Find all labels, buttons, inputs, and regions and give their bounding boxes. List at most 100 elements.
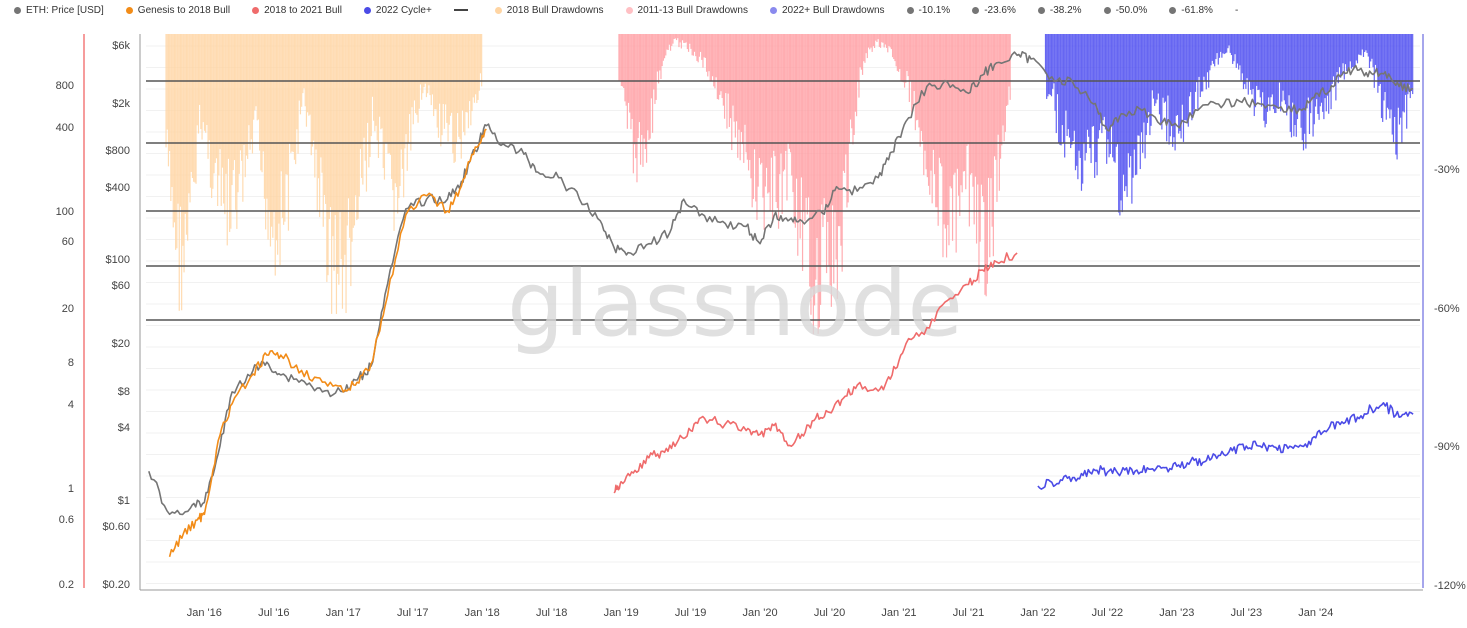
y-right-tick: -120% (1434, 580, 1466, 592)
drawdown-bar (1262, 34, 1264, 93)
drawdown-bar (1326, 34, 1329, 96)
drawdown-bar (831, 34, 834, 206)
drawdown-bar (472, 34, 474, 98)
legend-item[interactable]: ETH: Price [USD] (14, 5, 104, 16)
drawdown-bar (698, 34, 700, 57)
legend-item[interactable]: 2011-13 Bull Drawdowns (625, 5, 748, 16)
drawdown-bar (1194, 34, 1197, 92)
drawdown-bar (1092, 34, 1095, 127)
drawdown-bar (1056, 34, 1059, 95)
legend-item[interactable]: - (1235, 5, 1238, 16)
drawdown-bar (953, 34, 955, 175)
drawdown-bar (773, 34, 775, 151)
legend-item[interactable]: 2022 Cycle+ (363, 5, 432, 16)
drawdown-bar (442, 34, 444, 105)
drawdown-bar (1266, 34, 1269, 112)
drawdown-bar (763, 34, 765, 230)
drawdown-bar (416, 34, 418, 115)
drawdown-bar (1392, 34, 1395, 143)
drawdown-bar (236, 34, 238, 229)
drawdown-bar (303, 34, 305, 89)
legend-item[interactable]: -50.0% (1103, 5, 1147, 16)
drawdown-bar (1190, 34, 1192, 93)
drawdown-bar (473, 34, 476, 103)
drawdown-bar (1163, 34, 1165, 103)
drawdown-bar (1072, 34, 1074, 142)
drawdown-bar (1353, 34, 1355, 70)
drawdown-bar (1046, 34, 1048, 99)
drawdown-bar (1050, 34, 1053, 97)
drawdown-bar (683, 34, 685, 43)
drawdown-bar (1047, 34, 1049, 97)
drawdown-bar (673, 34, 675, 39)
drawdown-bar (1362, 34, 1365, 57)
drawdown-bar (1076, 34, 1078, 166)
drawdown-bar (446, 34, 448, 123)
drawdown-bar (846, 34, 848, 208)
drawdown-bar (1329, 34, 1331, 89)
drawdown-bar (1179, 34, 1181, 131)
drawdown-bar (775, 34, 777, 203)
legend-item[interactable]: 2022+ Bull Drawdowns (769, 4, 885, 16)
drawdown-bar (740, 34, 742, 132)
drawdown-bar (822, 34, 824, 228)
drawdown-bar (805, 34, 807, 198)
legend-item[interactable]: Genesis to 2018 Bull (125, 5, 230, 16)
drawdown-bar (1176, 34, 1179, 116)
drawdown-bar (206, 34, 208, 125)
legend-item[interactable]: 2018 Bull Drawdowns (494, 5, 604, 16)
drawdown-bar (660, 34, 662, 80)
drawdown-bar (388, 34, 390, 154)
drawdown-bar (948, 34, 950, 246)
drawdown-bar (1228, 34, 1230, 46)
drawdown-bar (1196, 34, 1198, 83)
drawdown-bar (478, 34, 480, 91)
drawdown-bar (1294, 34, 1296, 125)
legend-label: 2022+ Bull Drawdowns (781, 4, 885, 16)
drawdown-bar (214, 34, 216, 163)
drawdown-bar (292, 34, 294, 152)
x-tick: Jul '17 (397, 607, 428, 619)
drawdown-bar (702, 34, 704, 68)
drawdown-bar (452, 34, 454, 154)
drawdown-bar (184, 34, 186, 214)
drawdown-bar (368, 34, 370, 168)
drawdown-bar (344, 34, 346, 255)
drawdown-bar (466, 34, 468, 113)
drawdown-bar (747, 34, 750, 171)
drawdown-bar (1084, 34, 1086, 161)
drawdown-bar (1371, 34, 1373, 59)
drawdown-bar (710, 34, 712, 82)
drawdown-bar (1269, 34, 1271, 111)
drawdown-bar (1283, 34, 1285, 101)
drawdown-bar (779, 34, 781, 175)
drawdown-bar (193, 34, 195, 182)
drawdown-bar (1154, 34, 1156, 106)
drawdown-bar (859, 34, 861, 68)
drawdown-bar (804, 34, 806, 222)
legend-item[interactable]: -38.2% (1037, 5, 1082, 16)
legend-item[interactable]: -10.1% (906, 5, 950, 16)
drawdown-bar (708, 34, 710, 72)
legend-item[interactable]: -23.6% (972, 5, 1016, 16)
drawdown-bar (1097, 34, 1099, 139)
drawdown-bar (273, 34, 275, 213)
drawdown-bar (979, 34, 981, 242)
drawdown-bar (755, 34, 757, 202)
drawdown-bar (321, 34, 323, 173)
drawdown-bar (238, 34, 240, 174)
legend-item[interactable]: 2018 to 2021 Bull (252, 5, 342, 16)
drawdown-bar (733, 34, 735, 122)
drawdown-bar (359, 34, 362, 149)
legend-item[interactable]: -61.8% (1169, 5, 1213, 16)
legend-item[interactable] (453, 9, 473, 11)
drawdown-bar (173, 34, 176, 223)
drawdown-bar (1241, 34, 1243, 74)
drawdown-bar (391, 34, 393, 179)
drawdown-bar (417, 34, 419, 123)
drawdown-bar (1130, 34, 1132, 157)
drawdown-bar (1107, 34, 1109, 140)
drawdown-bar (867, 34, 870, 48)
drawdown-bar (1337, 34, 1339, 84)
